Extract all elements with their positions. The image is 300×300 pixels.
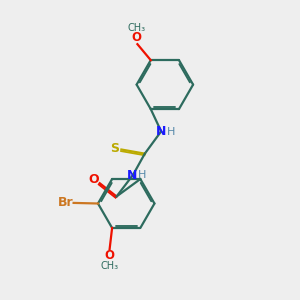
Text: CH₃: CH₃ (128, 22, 146, 32)
Text: CH₃: CH₃ (100, 261, 119, 271)
Text: O: O (88, 173, 99, 186)
Text: Br: Br (58, 196, 74, 209)
Text: H: H (167, 127, 176, 137)
Text: O: O (132, 31, 142, 44)
Text: N: N (156, 125, 166, 138)
Text: S: S (110, 142, 119, 155)
Text: H: H (138, 170, 147, 180)
Text: O: O (105, 249, 115, 262)
Text: N: N (127, 169, 137, 182)
